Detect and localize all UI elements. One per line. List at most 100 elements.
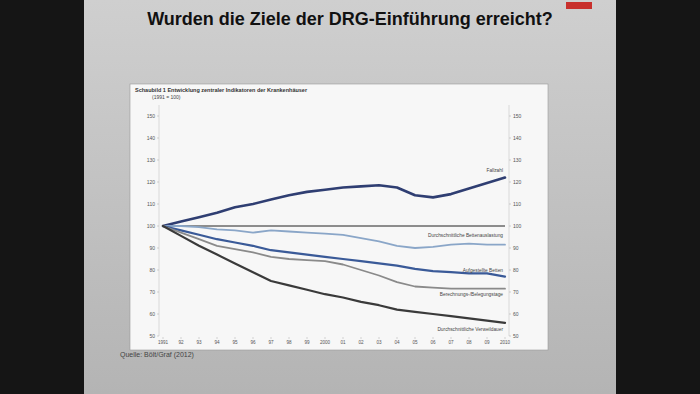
y-tick <box>157 314 159 315</box>
y-tick <box>157 138 159 139</box>
y-tick <box>157 116 159 117</box>
x-tick-label: 99 <box>304 340 310 345</box>
y-tick-label: 60 <box>149 311 155 317</box>
series-line <box>163 226 505 289</box>
x-tick-label: 02 <box>358 340 364 345</box>
y-axis-right <box>509 105 510 336</box>
slide-title: Wurden die Ziele der DRG-Einführung erre… <box>147 9 553 29</box>
x-tick-label: 97 <box>268 340 274 345</box>
x-tick <box>433 337 434 339</box>
y-tick-label: 120 <box>147 179 156 185</box>
x-tick <box>235 337 236 339</box>
x-tick-label: 93 <box>196 340 202 345</box>
x-tick <box>397 337 398 339</box>
y-tick <box>157 160 159 161</box>
y-tick-right <box>509 248 511 249</box>
y-tick-label: 50 <box>149 333 155 339</box>
x-tick-label: 07 <box>448 340 454 345</box>
series-label: Durchschnittliche Verweildauer <box>437 327 503 332</box>
y-axis <box>159 105 160 336</box>
series-label: Berechnungs-/Belegungstage <box>440 292 504 297</box>
y-tick <box>157 248 159 249</box>
chart-box <box>130 84 548 350</box>
y-tick-label-right: 130 <box>513 157 522 163</box>
x-tick-label: 1991 <box>158 340 169 345</box>
y-tick-label-right: 90 <box>513 245 519 251</box>
y-tick <box>157 226 159 227</box>
y-tick-label: 70 <box>149 289 155 295</box>
x-tick <box>163 337 164 339</box>
y-tick-right <box>509 138 511 139</box>
y-tick-label: 130 <box>147 157 156 163</box>
x-tick-label: 98 <box>286 340 292 345</box>
chart-title: Schaubild 1 Entwicklung zentraler Indika… <box>135 87 308 93</box>
x-tick <box>379 337 380 339</box>
y-tick-right <box>509 314 511 315</box>
source: Quelle: Bölt/Graf (2012) <box>120 351 194 359</box>
x-tick-label: 95 <box>232 340 238 345</box>
y-tick-right <box>509 292 511 293</box>
y-tick-label-right: 60 <box>513 311 519 317</box>
y-tick-right <box>509 270 511 271</box>
x-tick <box>181 337 182 339</box>
y-tick-label-right: 50 <box>513 333 519 339</box>
y-tick-right <box>509 160 511 161</box>
y-tick-label-right: 150 <box>513 113 522 119</box>
y-tick-label-right: 140 <box>513 135 522 141</box>
x-tick-label: 09 <box>484 340 490 345</box>
x-tick-label: 96 <box>250 340 256 345</box>
x-tick <box>325 337 326 339</box>
x-tick <box>361 337 362 339</box>
y-tick-label: 80 <box>149 267 155 273</box>
x-tick-label: 94 <box>214 340 220 345</box>
slide-bg <box>84 0 616 394</box>
series-line <box>163 226 505 277</box>
y-tick-label-right: 110 <box>513 201 521 207</box>
y-tick <box>157 182 159 183</box>
y-tick-label-right: 80 <box>513 267 519 273</box>
series-line <box>163 178 505 226</box>
y-tick-label-right: 100 <box>513 223 522 229</box>
x-tick <box>307 337 308 339</box>
x-tick-label: 05 <box>412 340 418 345</box>
x-tick-label: 2010 <box>500 340 511 345</box>
y-tick-label: 90 <box>149 245 155 251</box>
x-tick <box>343 337 344 339</box>
logo <box>566 2 592 9</box>
y-tick <box>157 292 159 293</box>
series-label: Durchschnittliche Bettenauslastung <box>428 233 503 238</box>
y-tick-label-right: 70 <box>513 289 519 295</box>
x-tick <box>451 337 452 339</box>
x-tick <box>199 337 200 339</box>
slide: Wurden die Ziele der DRG-Einführung erre… <box>0 0 700 394</box>
x-tick-label: 04 <box>394 340 400 345</box>
x-tick <box>217 337 218 339</box>
x-tick-label: 92 <box>178 340 184 345</box>
x-tick <box>415 337 416 339</box>
series-label: Fallzahl <box>486 168 503 173</box>
y-tick-right <box>509 336 511 337</box>
x-tick <box>253 337 254 339</box>
x-tick-label: 06 <box>430 340 436 345</box>
x-tick <box>487 337 488 339</box>
x-tick-label: 01 <box>340 340 346 345</box>
y-tick-right <box>509 226 511 227</box>
y-tick <box>157 270 159 271</box>
y-tick-right <box>509 116 511 117</box>
y-tick-label: 110 <box>147 201 155 207</box>
x-tick-label: 08 <box>466 340 472 345</box>
y-tick <box>157 336 159 337</box>
x-tick <box>469 337 470 339</box>
backdrop <box>0 0 700 394</box>
y-tick-right <box>509 182 511 183</box>
chart-subtitle: (1991 = 100) <box>152 94 181 100</box>
x-tick <box>505 337 506 339</box>
x-tick-label: 03 <box>376 340 382 345</box>
x-tick <box>271 337 272 339</box>
y-tick-label: 100 <box>147 223 156 229</box>
x-tick <box>289 337 290 339</box>
series-label: Aufgestellte Betten <box>463 268 504 273</box>
x-tick-label: 2000 <box>320 340 331 345</box>
y-tick-right <box>509 204 511 205</box>
series-line <box>163 226 505 323</box>
